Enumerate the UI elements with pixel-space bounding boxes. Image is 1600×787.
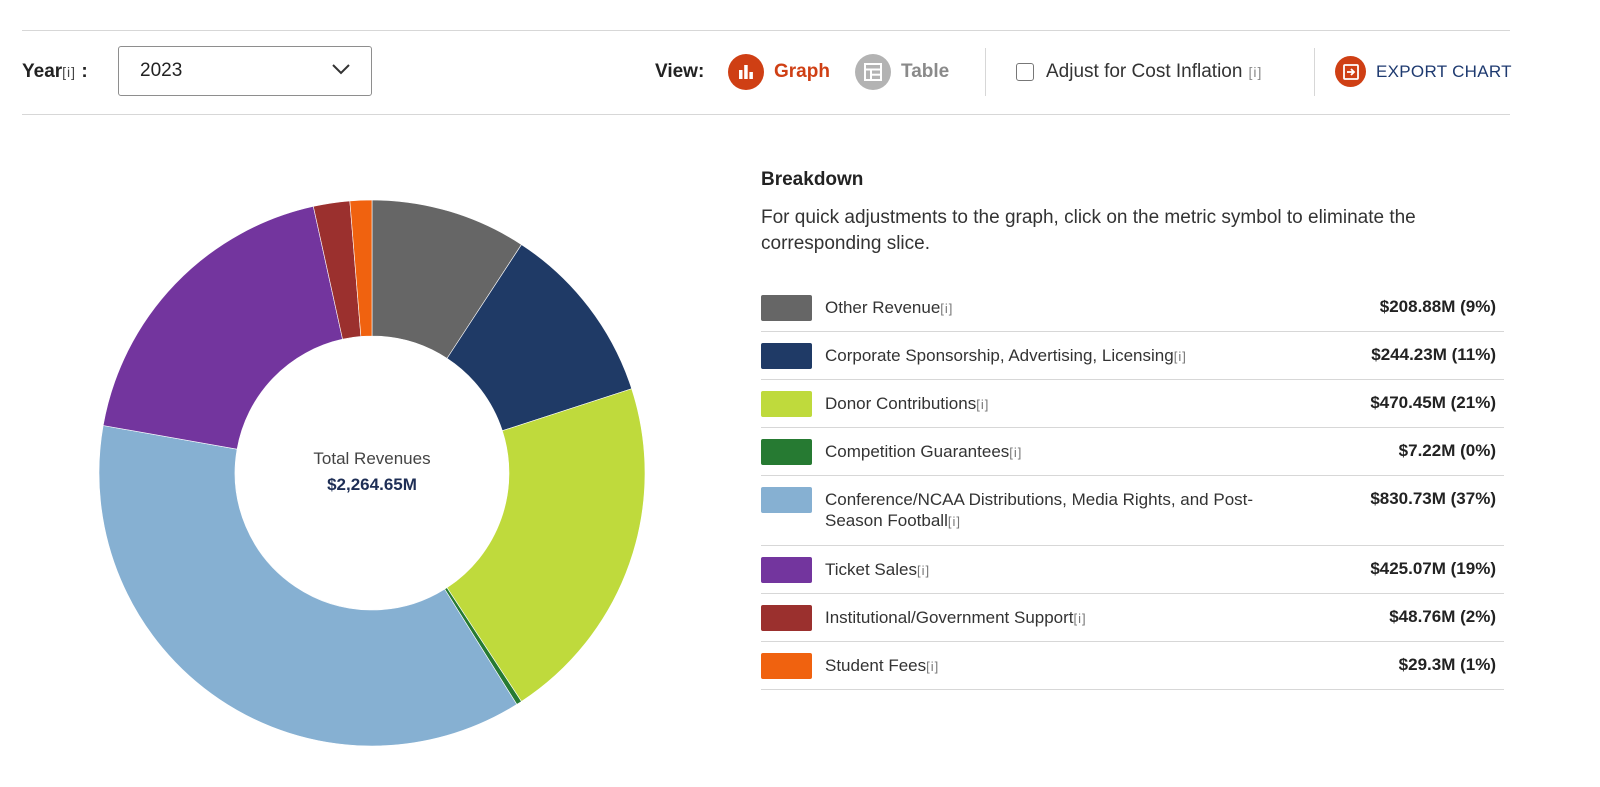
inflation-toggle[interactable]: Adjust for Cost Inflation [i] — [1016, 61, 1262, 83]
year-info-marker[interactable]: [i] — [62, 64, 77, 80]
legend-label: Corporate Sponsorship, Advertising, Lice… — [825, 346, 1187, 365]
legend-label: Other Revenue[i] — [825, 298, 954, 317]
legend-info-marker[interactable]: [i] — [1173, 349, 1187, 364]
toolbar-divider — [1314, 48, 1315, 96]
year-select[interactable]: 2023 — [118, 46, 372, 96]
legend-row: Donor Contributions[i] $470.45M (21%) — [761, 380, 1504, 428]
legend-row: Conference/NCAA Distributions, Media Rig… — [761, 476, 1504, 546]
legend-row: Other Revenue[i] $208.88M (9%) — [761, 284, 1504, 332]
legend-value: $425.07M (19%) — [1370, 559, 1496, 578]
legend-info-marker[interactable]: [i] — [940, 301, 954, 316]
legend-row: Institutional/Government Support[i] $48.7… — [761, 594, 1504, 642]
legend-swatch-student-fees[interactable] — [761, 653, 812, 679]
legend-row: Ticket Sales[i] $425.07M (19%) — [761, 546, 1504, 594]
inflation-info-marker[interactable]: [i] — [1248, 64, 1263, 80]
legend-label: Ticket Sales[i] — [825, 560, 931, 579]
revenue-donut-chart — [98, 199, 646, 747]
export-chart-button[interactable]: EXPORT CHART — [1335, 56, 1512, 87]
legend-swatch-corporate-sponsorship-advertising-licensing[interactable] — [761, 343, 812, 369]
breakdown-description: For quick adjustments to the graph, clic… — [761, 207, 1416, 254]
legend-value: $29.3M (1%) — [1398, 655, 1496, 674]
legend-swatch-donor-contributions[interactable] — [761, 391, 812, 417]
inflation-label: Adjust for Cost Inflation — [1046, 61, 1243, 82]
legend-label: Competition Guarantees[i] — [825, 442, 1023, 461]
legend-label: Donor Contributions[i] — [825, 394, 990, 413]
legend-info-marker[interactable]: [i] — [1009, 445, 1023, 460]
legend-swatch-ticket-sales[interactable] — [761, 557, 812, 583]
legend-row: Student Fees[i] $29.3M (1%) — [761, 642, 1504, 690]
donut-slice-conference-ncaa-distributions-media-rights-and-post-season-football[interactable] — [98, 425, 518, 747]
legend-info-marker[interactable]: [i] — [947, 514, 961, 529]
graph-view-button[interactable]: Graph — [728, 54, 830, 90]
legend-value: $208.88M (9%) — [1379, 297, 1496, 316]
table-view-button[interactable]: Table — [855, 54, 949, 90]
legend-swatch-institutional-government-support[interactable] — [761, 605, 812, 631]
legend-value: $244.23M (11%) — [1371, 345, 1496, 364]
table-icon — [855, 54, 891, 90]
legend-row: Corporate Sponsorship, Advertising, Lice… — [761, 332, 1504, 380]
legend-value: $48.76M (2%) — [1389, 607, 1496, 626]
legend-value: $470.45M (21%) — [1370, 393, 1496, 412]
view-label: View: — [655, 61, 705, 82]
donut-slice-donor-contributions[interactable] — [446, 388, 646, 702]
breakdown-title: Breakdown — [761, 169, 864, 190]
legend-value: $830.73M (37%) — [1370, 489, 1496, 508]
legend-info-marker[interactable]: [i] — [1073, 611, 1087, 626]
legend-info-marker[interactable]: [i] — [976, 397, 990, 412]
legend-swatch-competition-guarantees[interactable] — [761, 439, 812, 465]
inflation-checkbox[interactable] — [1016, 63, 1034, 81]
legend-row: Competition Guarantees[i] $7.22M (0%) — [761, 428, 1504, 476]
table-view-label: Table — [901, 61, 950, 82]
legend-label: Conference/NCAA Distributions, Media Rig… — [825, 490, 1254, 530]
export-icon — [1335, 56, 1366, 87]
export-chart-label: EXPORT CHART — [1376, 61, 1512, 81]
legend-value: $7.22M (0%) — [1398, 441, 1496, 460]
toolbar-bottom-divider — [22, 114, 1510, 115]
chevron-down-icon — [332, 64, 350, 75]
breakdown-legend: Other Revenue[i] $208.88M (9%) Corporate S… — [761, 284, 1504, 690]
graph-view-label: Graph — [774, 61, 830, 82]
legend-swatch-other-revenue[interactable] — [761, 295, 812, 321]
legend-info-marker[interactable]: [i] — [926, 659, 940, 674]
legend-label: Student Fees[i] — [825, 656, 940, 675]
legend-label: Institutional/Government Support[i] — [825, 608, 1087, 627]
donut-center-value: $2,264.65M — [327, 475, 417, 494]
legend-swatch-conference-ncaa-distributions-media-rights-and-post-season-football[interactable] — [761, 487, 812, 513]
year-label: Year[i] : — [22, 61, 88, 82]
donut-slice-ticket-sales[interactable] — [102, 206, 343, 450]
year-select-value: 2023 — [140, 60, 183, 81]
legend-info-marker[interactable]: [i] — [916, 563, 931, 578]
toolbar-divider — [985, 48, 986, 96]
bar-chart-icon — [728, 54, 764, 90]
donut-center-label: Total Revenues — [313, 449, 431, 468]
top-divider — [22, 30, 1510, 31]
donut-slice-student-fees[interactable] — [349, 199, 373, 337]
